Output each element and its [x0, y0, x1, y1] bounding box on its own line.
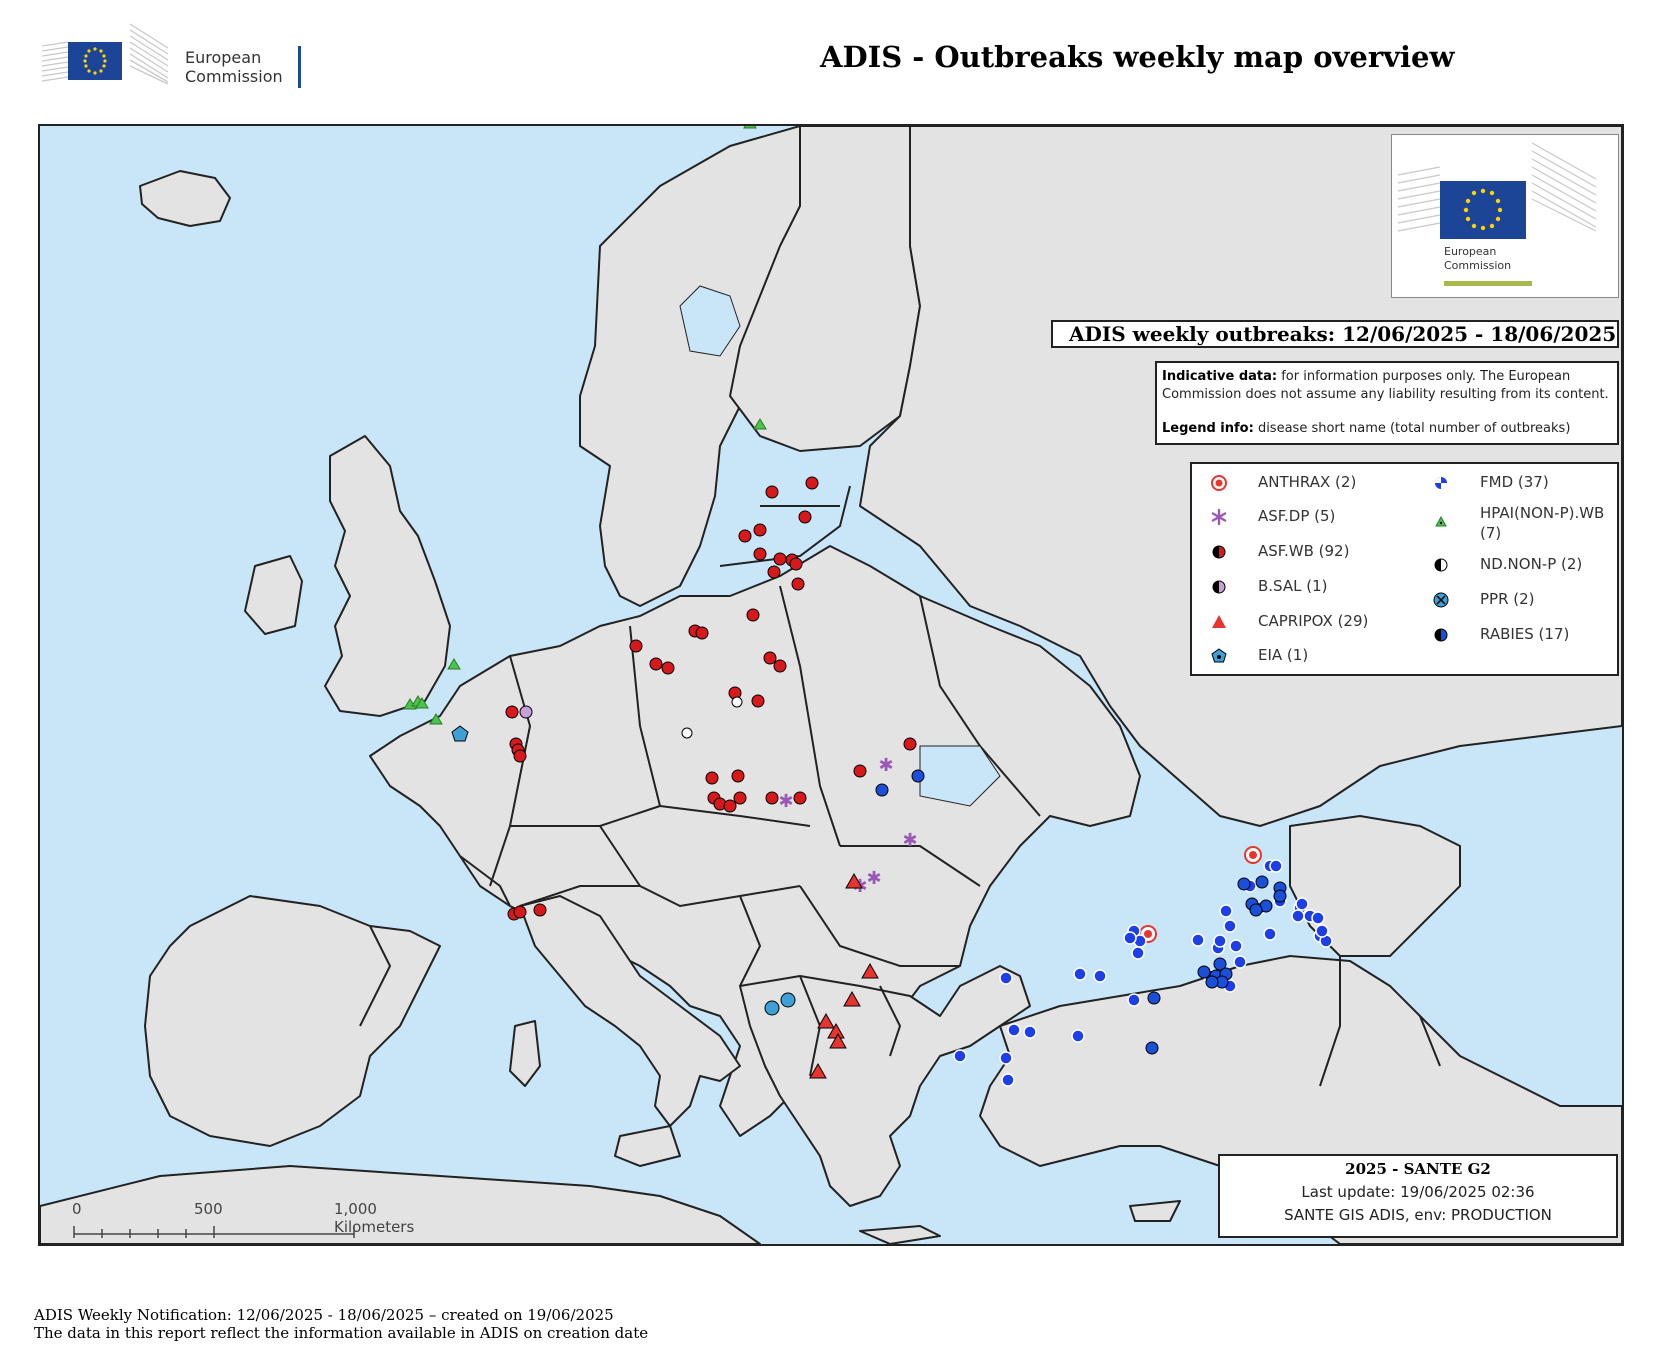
hpai-icon: [1435, 515, 1447, 527]
legend-label: CAPRIPOX (29): [1258, 612, 1369, 630]
legend-label: ASF.DP (5): [1258, 507, 1336, 525]
rabies-markers: [875, 769, 1287, 1055]
footer-notification: ADIS Weekly Notification: 12/06/2025 - 1…: [34, 1306, 614, 1324]
period-label: ADIS weekly outbreaks: 12/06/2025 - 18/0…: [1051, 320, 1619, 348]
svg-text:✱: ✱: [778, 791, 793, 812]
scale-ruler: [73, 1226, 355, 1238]
european-commission-logo: European Commission: [41, 18, 312, 90]
legend-label: ND.NON-P (2): [1480, 555, 1583, 573]
anthrax-markers: [1139, 846, 1262, 943]
brand-line-1: European: [185, 48, 262, 67]
legend-label: HPAI(NON-P).WB (7): [1480, 504, 1605, 542]
brand-line-2: Commission: [185, 67, 283, 86]
outbreak-map[interactable]: ✱✱✱ ✱✱: [38, 124, 1624, 1246]
capripox-icon: [1212, 615, 1226, 628]
asf-wb-markers: [505, 476, 917, 921]
legend-label: EIA (1): [1258, 646, 1309, 664]
brand-divider: [298, 46, 301, 88]
legend-info-text: disease short name (total number of outb…: [1253, 421, 1571, 436]
legend-label: ASF.WB (92): [1258, 542, 1350, 560]
rabies-icon: [1434, 628, 1448, 642]
fmd-markers: [953, 859, 1333, 1087]
ec-logo-line-1: European: [1444, 245, 1497, 258]
capripox-markers: [809, 872, 879, 1079]
scale-label-500: 500: [194, 1200, 223, 1218]
asf-wb-icon: [1212, 545, 1226, 559]
ppr-icon: [1433, 592, 1449, 608]
legend-label: B.SAL (1): [1258, 577, 1328, 595]
info-box: Indicative data: for information purpose…: [1155, 361, 1619, 445]
fmd-icon: [1435, 477, 1447, 489]
credit-title: 2025 - SANTE G2: [1345, 1160, 1491, 1178]
nd-non-p-markers: [681, 696, 743, 739]
credit-last-update: Last update: 19/06/2025 02:36: [1301, 1183, 1535, 1201]
credit-box: 2025 - SANTE G2 Last update: 19/06/2025 …: [1218, 1154, 1618, 1238]
nd-non-p-icon: [1434, 558, 1448, 572]
indicative-label: Indicative data:: [1162, 369, 1278, 384]
eia-markers: [451, 725, 469, 742]
ec-logo-panel: European Commission: [1391, 134, 1619, 298]
europe-map-svg: ✱✱✱ ✱✱: [40, 126, 1622, 1244]
footer: ADIS Weekly Notification: 12/06/2025 - 1…: [34, 1306, 648, 1342]
b-sal-markers: [519, 705, 533, 719]
anthrax-icon: [1211, 475, 1227, 491]
legend-info-label: Legend info:: [1162, 421, 1254, 436]
ppr-markers: [764, 992, 796, 1016]
svg-text:✱: ✱: [866, 868, 881, 889]
eia-icon: [1211, 648, 1227, 663]
ec-logo-line-2: Commission: [1444, 259, 1512, 272]
legend: ANTHRAX (2) ASF.DP (5) ASF.WB (92) B.SAL…: [1190, 462, 1619, 676]
asf-dp-icon: [1211, 508, 1227, 526]
ec-logo-underline: [1444, 281, 1532, 286]
scale-label-0: 0: [72, 1200, 82, 1218]
svg-text:✱: ✱: [878, 755, 893, 776]
ec-building-logo-icon: [1397, 142, 1597, 239]
scale-bar: 0 500 1,000 Kilometers: [72, 1200, 414, 1240]
b-sal-icon: [1212, 580, 1226, 594]
legend-label: RABIES (17): [1480, 625, 1570, 643]
legend-label: ANTHRAX (2): [1258, 473, 1357, 491]
ec-building-icon: [41, 23, 169, 85]
legend-label: PPR (2): [1480, 590, 1535, 608]
page-title: ADIS - Outbreaks weekly map overview: [820, 40, 1455, 74]
svg-text:✱: ✱: [902, 830, 917, 851]
hpai-markers: [403, 126, 767, 725]
indicative-text: for information purposes only. The Europ…: [1162, 369, 1609, 402]
credit-env: SANTE GIS ADIS, env: PRODUCTION: [1284, 1206, 1552, 1224]
footer-disclaimer: The data in this report reflect the info…: [34, 1324, 649, 1342]
legend-label: FMD (37): [1480, 473, 1549, 491]
